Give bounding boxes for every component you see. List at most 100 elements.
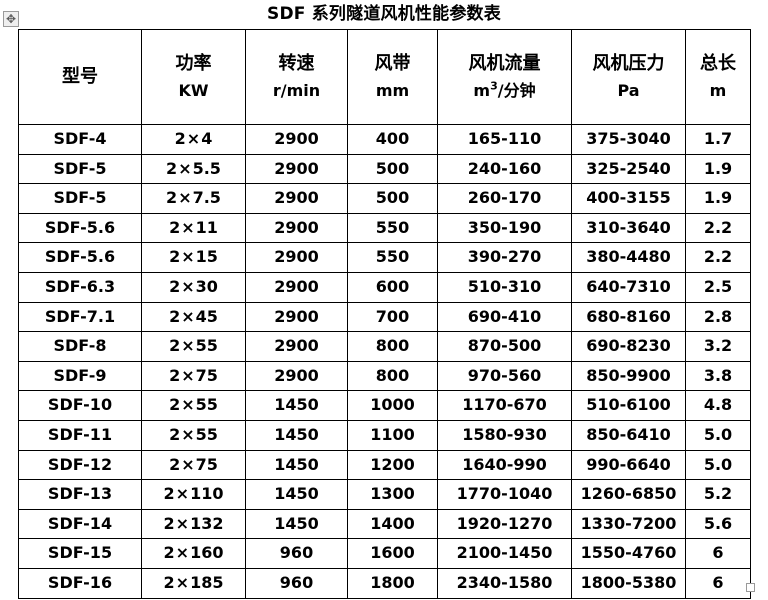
table-cell: 2×15 bbox=[141, 242, 246, 273]
table-cell: SDF-8 bbox=[18, 331, 142, 362]
table-cell: 1800 bbox=[347, 567, 438, 599]
table-cell: 5.0 bbox=[685, 449, 751, 481]
table-cell: SDF-5.6 bbox=[18, 242, 142, 273]
table-cell: 2×55 bbox=[141, 419, 246, 451]
table-cell: 800 bbox=[347, 360, 438, 392]
superscript-three: 3 bbox=[490, 80, 498, 94]
table-cell: 2.5 bbox=[685, 271, 751, 303]
table-cell: SDF-16 bbox=[18, 567, 142, 599]
table-cell: 1.9 bbox=[685, 183, 751, 214]
column-header-name: 风带 bbox=[374, 53, 411, 75]
table-row: SDF-5.6 2×15 2900 550 390-270 380-4480 2.2 bbox=[18, 242, 751, 273]
multiplication-sign: × bbox=[181, 306, 195, 326]
table-row: SDF-10 2×55 1450 1000 1170-670 510-6100 4.8 bbox=[18, 390, 751, 421]
table-row: SDF-12 2×75 1450 1200 1640-990 990-6640 5.0 bbox=[18, 449, 751, 481]
table-cell: 325-2540 bbox=[571, 153, 686, 185]
table-cell: 2×132 bbox=[141, 508, 246, 540]
table-cell: 850-6410 bbox=[571, 419, 686, 451]
table-cell: SDF-9 bbox=[18, 360, 142, 392]
table-cell: 1770-1040 bbox=[437, 479, 572, 510]
multiplication-sign: × bbox=[181, 276, 195, 296]
table-cell: 690-410 bbox=[437, 301, 572, 333]
table-row: SDF-4 2×4 2900 400 165-110 375-3040 1.7 bbox=[18, 124, 751, 155]
multiplication-sign: × bbox=[181, 395, 195, 415]
table-cell: 2×45 bbox=[141, 301, 246, 333]
table-cell: SDF-5 bbox=[18, 153, 142, 185]
column-header-name: 功率 bbox=[175, 53, 212, 75]
table-cell: 2900 bbox=[245, 331, 348, 362]
column-header-unit: r/min bbox=[272, 81, 321, 101]
table-cell: 2×110 bbox=[141, 479, 246, 510]
table-header-row: 型号 功率 KW 转速 r/min 风带 mm 风机流量 m3/分钟 风机压力 Pa 总长 m bbox=[18, 29, 751, 125]
table-cell: SDF-13 bbox=[18, 479, 142, 510]
table-cell: 970-560 bbox=[437, 360, 572, 392]
table-cell: 700 bbox=[347, 301, 438, 333]
table-cell: 850-9900 bbox=[571, 360, 686, 392]
table-cell: 5.0 bbox=[685, 419, 751, 451]
table-cell: 1550-4760 bbox=[571, 538, 686, 569]
table-cell: 5.6 bbox=[685, 508, 751, 540]
table-cell: 600 bbox=[347, 271, 438, 303]
table-row: SDF-13 2×110 1450 1300 1770-1040 1260-6850 5.2 bbox=[18, 479, 751, 510]
table-cell: 2×75 bbox=[141, 360, 246, 392]
table-row: SDF-6.3 2×30 2900 600 510-310 640-7310 2.5 bbox=[18, 271, 751, 303]
table-cell: 2340-1580 bbox=[437, 567, 572, 599]
table-cell: 500 bbox=[347, 153, 438, 185]
table-cell: 550 bbox=[347, 242, 438, 273]
table-resize-handle[interactable] bbox=[746, 583, 755, 592]
table-cell: 1170-670 bbox=[437, 390, 572, 421]
table-cell: 165-110 bbox=[437, 124, 572, 155]
table-cell: 1580-930 bbox=[437, 419, 572, 451]
table-move-handle-icon[interactable]: ✥ bbox=[3, 11, 19, 27]
table-cell: 1400 bbox=[347, 508, 438, 540]
table-cell: 2900 bbox=[245, 360, 348, 392]
multiplication-sign: × bbox=[178, 158, 192, 178]
table-cell: 390-270 bbox=[437, 242, 572, 273]
table-cell: SDF-6.3 bbox=[18, 271, 142, 303]
multiplication-sign: × bbox=[178, 188, 192, 208]
table-cell: 260-170 bbox=[437, 183, 572, 214]
column-header-3: 风带 mm bbox=[347, 29, 438, 125]
table-cell: SDF-5 bbox=[18, 183, 142, 214]
table-cell: 510-6100 bbox=[571, 390, 686, 421]
table-cell: 2.2 bbox=[685, 212, 751, 244]
table-cell: 680-8160 bbox=[571, 301, 686, 333]
table-cell: 1800-5380 bbox=[571, 567, 686, 599]
table-row: SDF-8 2×55 2900 800 870-500 690-8230 3.2 bbox=[18, 331, 751, 362]
table-cell: 240-160 bbox=[437, 153, 572, 185]
table-cell: SDF-12 bbox=[18, 449, 142, 481]
table-cell: 2×55 bbox=[141, 331, 246, 362]
table-cell: 400-3155 bbox=[571, 183, 686, 214]
table-cell: 1600 bbox=[347, 538, 438, 569]
table-cell: SDF-5.6 bbox=[18, 212, 142, 244]
table-cell: 3.8 bbox=[685, 360, 751, 392]
table-cell: 1450 bbox=[245, 419, 348, 451]
table-cell: 550 bbox=[347, 212, 438, 244]
table-cell: 380-4480 bbox=[571, 242, 686, 273]
table-cell: SDF-7.1 bbox=[18, 301, 142, 333]
multiplication-sign: × bbox=[181, 336, 195, 356]
table-row: SDF-5 2×5.5 2900 500 240-160 325-2540 1.9 bbox=[18, 153, 751, 185]
table-row: SDF-7.1 2×45 2900 700 690-410 680-8160 2.8 bbox=[18, 301, 751, 333]
column-header-name: 风机流量 bbox=[468, 53, 541, 75]
page-title: SDF 系列隧道风机性能参数表 bbox=[267, 4, 501, 24]
table-cell: 2×55 bbox=[141, 390, 246, 421]
table-cell: 2×11 bbox=[141, 212, 246, 244]
column-header-unit: m bbox=[709, 81, 727, 101]
multiplication-sign: × bbox=[175, 543, 190, 563]
multiplication-sign: × bbox=[181, 217, 195, 237]
table-cell: 6 bbox=[685, 567, 751, 599]
table-cell: 2900 bbox=[245, 301, 348, 333]
column-header-5: 风机压力 Pa bbox=[571, 29, 686, 125]
table-cell: 3.2 bbox=[685, 331, 751, 362]
table-cell: 2×185 bbox=[141, 567, 246, 599]
multiplication-sign: × bbox=[181, 424, 195, 444]
table-cell: 640-7310 bbox=[571, 271, 686, 303]
table-cell: 2.8 bbox=[685, 301, 751, 333]
table-cell: 1100 bbox=[347, 419, 438, 451]
table-cell: 1450 bbox=[245, 449, 348, 481]
table-row: SDF-9 2×75 2900 800 970-560 850-9900 3.8 bbox=[18, 360, 751, 392]
multiplication-sign: × bbox=[181, 365, 195, 385]
table-header: 型号 功率 KW 转速 r/min 风带 mm 风机流量 m3/分钟 风机压力 Pa 总长 m bbox=[18, 29, 751, 125]
table-cell: 960 bbox=[245, 567, 348, 599]
